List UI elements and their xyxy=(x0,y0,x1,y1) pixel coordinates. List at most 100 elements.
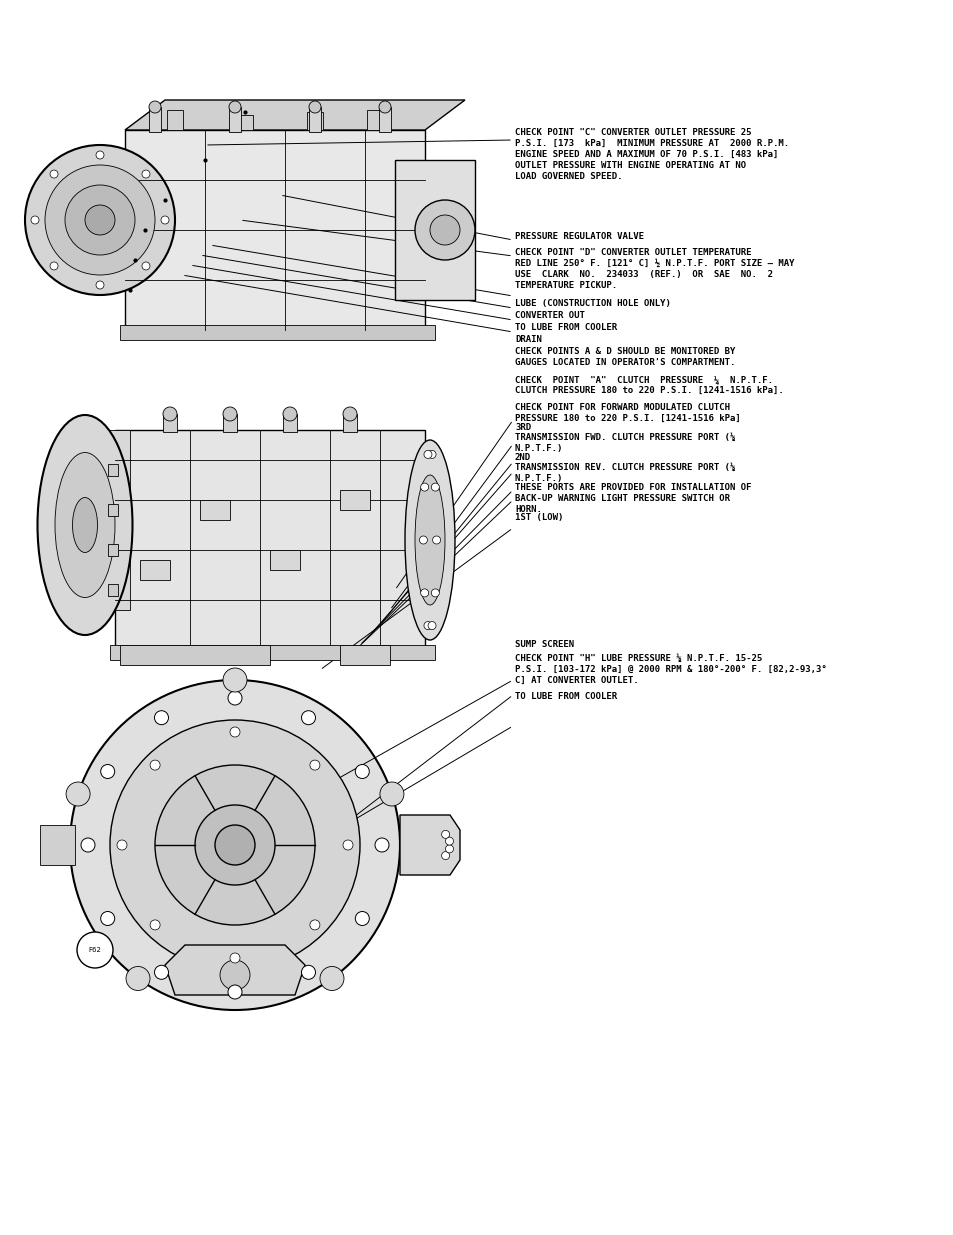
Circle shape xyxy=(142,262,150,270)
Circle shape xyxy=(50,262,58,270)
Circle shape xyxy=(415,200,475,261)
Circle shape xyxy=(431,589,439,597)
Bar xyxy=(307,112,323,130)
Circle shape xyxy=(30,216,39,224)
Bar xyxy=(339,490,370,510)
Bar xyxy=(200,500,230,520)
Text: CHECK POINT "H" LUBE PRESSURE ⅛ N.P.T.F. 15-25
P.S.I. [103-172 kPa] @ 2000 RPM &: CHECK POINT "H" LUBE PRESSURE ⅛ N.P.T.F.… xyxy=(515,655,826,685)
Circle shape xyxy=(149,101,161,112)
Ellipse shape xyxy=(72,498,97,552)
Text: CHECK POINTS A & D SHOULD BE MONITORED BY
GAUGES LOCATED IN OPERATOR'S COMPARTME: CHECK POINTS A & D SHOULD BE MONITORED B… xyxy=(515,347,735,367)
Bar xyxy=(223,414,236,432)
Circle shape xyxy=(230,953,240,963)
Circle shape xyxy=(81,839,95,852)
Circle shape xyxy=(154,710,169,725)
Circle shape xyxy=(223,668,247,692)
Circle shape xyxy=(309,101,320,112)
Circle shape xyxy=(101,764,114,778)
Text: PRESSURE REGULATOR VALVE: PRESSURE REGULATOR VALVE xyxy=(515,232,643,241)
Circle shape xyxy=(420,589,428,597)
Circle shape xyxy=(441,852,449,860)
Text: F62: F62 xyxy=(89,947,101,953)
Polygon shape xyxy=(165,945,305,995)
Bar xyxy=(108,543,118,556)
Ellipse shape xyxy=(37,415,132,635)
Circle shape xyxy=(428,621,436,630)
Circle shape xyxy=(96,282,104,289)
Bar xyxy=(343,414,356,432)
Circle shape xyxy=(45,165,154,275)
Text: CHECK POINT "C" CONVERTER OUTLET PRESSURE 25
P.S.I. [173  kPa]  MINIMUM PRESSURE: CHECK POINT "C" CONVERTER OUTLET PRESSUR… xyxy=(515,128,788,182)
Circle shape xyxy=(117,840,127,850)
Ellipse shape xyxy=(55,452,115,598)
Circle shape xyxy=(154,764,314,925)
Polygon shape xyxy=(399,815,459,876)
Circle shape xyxy=(428,451,436,458)
Text: DRAIN: DRAIN xyxy=(515,335,541,345)
Circle shape xyxy=(142,170,150,178)
Text: CONVERTER OUT: CONVERTER OUT xyxy=(515,311,584,320)
Text: 2ND: 2ND xyxy=(515,453,531,462)
Circle shape xyxy=(301,966,315,979)
Text: TRANSMISSION FWD. CLUTCH PRESSURE PORT (⅛
N.P.T.F.): TRANSMISSION FWD. CLUTCH PRESSURE PORT (… xyxy=(515,433,735,453)
Circle shape xyxy=(310,760,319,771)
Circle shape xyxy=(430,215,459,245)
Circle shape xyxy=(431,483,439,492)
Bar xyxy=(270,550,299,571)
Circle shape xyxy=(355,764,369,778)
Bar xyxy=(120,325,435,340)
Circle shape xyxy=(379,782,403,806)
Circle shape xyxy=(229,101,241,112)
Bar xyxy=(110,645,435,659)
Circle shape xyxy=(96,151,104,159)
Circle shape xyxy=(70,680,399,1010)
Bar xyxy=(395,161,475,300)
Circle shape xyxy=(161,216,169,224)
Circle shape xyxy=(378,101,391,112)
Circle shape xyxy=(343,408,356,421)
Circle shape xyxy=(310,920,319,930)
Circle shape xyxy=(319,967,344,990)
Circle shape xyxy=(163,408,177,421)
Circle shape xyxy=(432,536,440,543)
Bar xyxy=(367,110,382,130)
Circle shape xyxy=(301,710,315,725)
Bar xyxy=(149,107,161,132)
Circle shape xyxy=(77,932,112,968)
Text: 3RD: 3RD xyxy=(515,424,531,432)
Circle shape xyxy=(25,144,174,295)
Circle shape xyxy=(223,408,236,421)
Circle shape xyxy=(194,805,274,885)
Text: CHECK POINT "D" CONVERTER OUTLET TEMPERATURE
RED LINE 250° F. [121° C] ½ N.P.T.F: CHECK POINT "D" CONVERTER OUTLET TEMPERA… xyxy=(515,248,794,290)
Ellipse shape xyxy=(405,440,455,640)
Circle shape xyxy=(419,536,427,543)
Circle shape xyxy=(228,986,242,999)
Circle shape xyxy=(126,967,150,990)
Circle shape xyxy=(228,692,242,705)
Circle shape xyxy=(355,911,369,925)
Bar xyxy=(108,584,118,597)
Circle shape xyxy=(343,840,353,850)
Text: SUMP SCREEN: SUMP SCREEN xyxy=(515,640,574,650)
Circle shape xyxy=(230,727,240,737)
Circle shape xyxy=(423,621,432,630)
Text: TRANSMISSION REV. CLUTCH PRESSURE PORT (⅛
N.P.T.F.): TRANSMISSION REV. CLUTCH PRESSURE PORT (… xyxy=(515,463,735,483)
Circle shape xyxy=(214,825,254,864)
Bar xyxy=(91,149,122,280)
Bar xyxy=(163,414,177,432)
Polygon shape xyxy=(125,100,464,130)
Bar xyxy=(236,115,253,130)
Circle shape xyxy=(420,483,428,492)
Bar xyxy=(85,430,130,610)
Circle shape xyxy=(150,760,160,771)
Bar xyxy=(108,464,118,475)
Circle shape xyxy=(66,782,90,806)
Bar xyxy=(40,825,75,864)
Text: LUBE (CONSTRUCTION HOLE ONLY): LUBE (CONSTRUCTION HOLE ONLY) xyxy=(515,299,670,308)
Bar xyxy=(378,107,391,132)
Circle shape xyxy=(101,911,114,925)
Bar xyxy=(140,559,170,580)
Bar xyxy=(283,414,296,432)
Bar xyxy=(167,110,183,130)
Text: CHECK POINT FOR FORWARD MODULATED CLUTCH
PRESSURE 180 to 220 P.S.I. [1241-1516 k: CHECK POINT FOR FORWARD MODULATED CLUTCH… xyxy=(515,403,740,424)
